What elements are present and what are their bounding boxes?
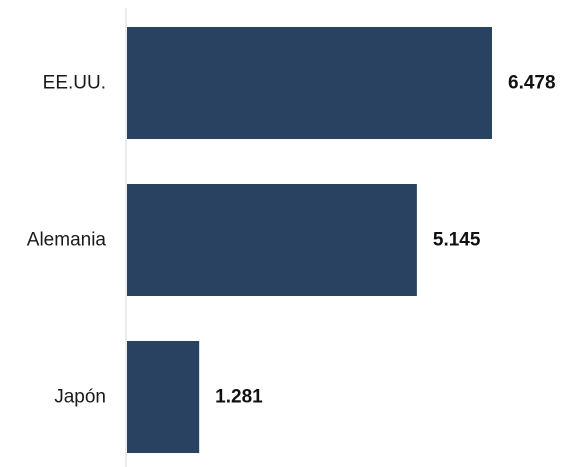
category-labels-group: EE.UU. Alemania Japón: [27, 73, 107, 408]
category-label-0: EE.UU.: [43, 73, 106, 94]
value-labels-group: 6.478 5.145 1.281: [215, 73, 555, 408]
category-label-1: Alemania: [27, 230, 107, 251]
value-label-0: 6.478: [508, 73, 556, 94]
value-label-1: 5.145: [433, 230, 481, 251]
bars-group: [127, 27, 492, 453]
bar-1: [127, 184, 417, 296]
category-label-2: Japón: [54, 387, 106, 408]
bar-2: [127, 341, 200, 453]
bar-0: [127, 27, 492, 139]
value-label-2: 1.281: [215, 387, 263, 408]
